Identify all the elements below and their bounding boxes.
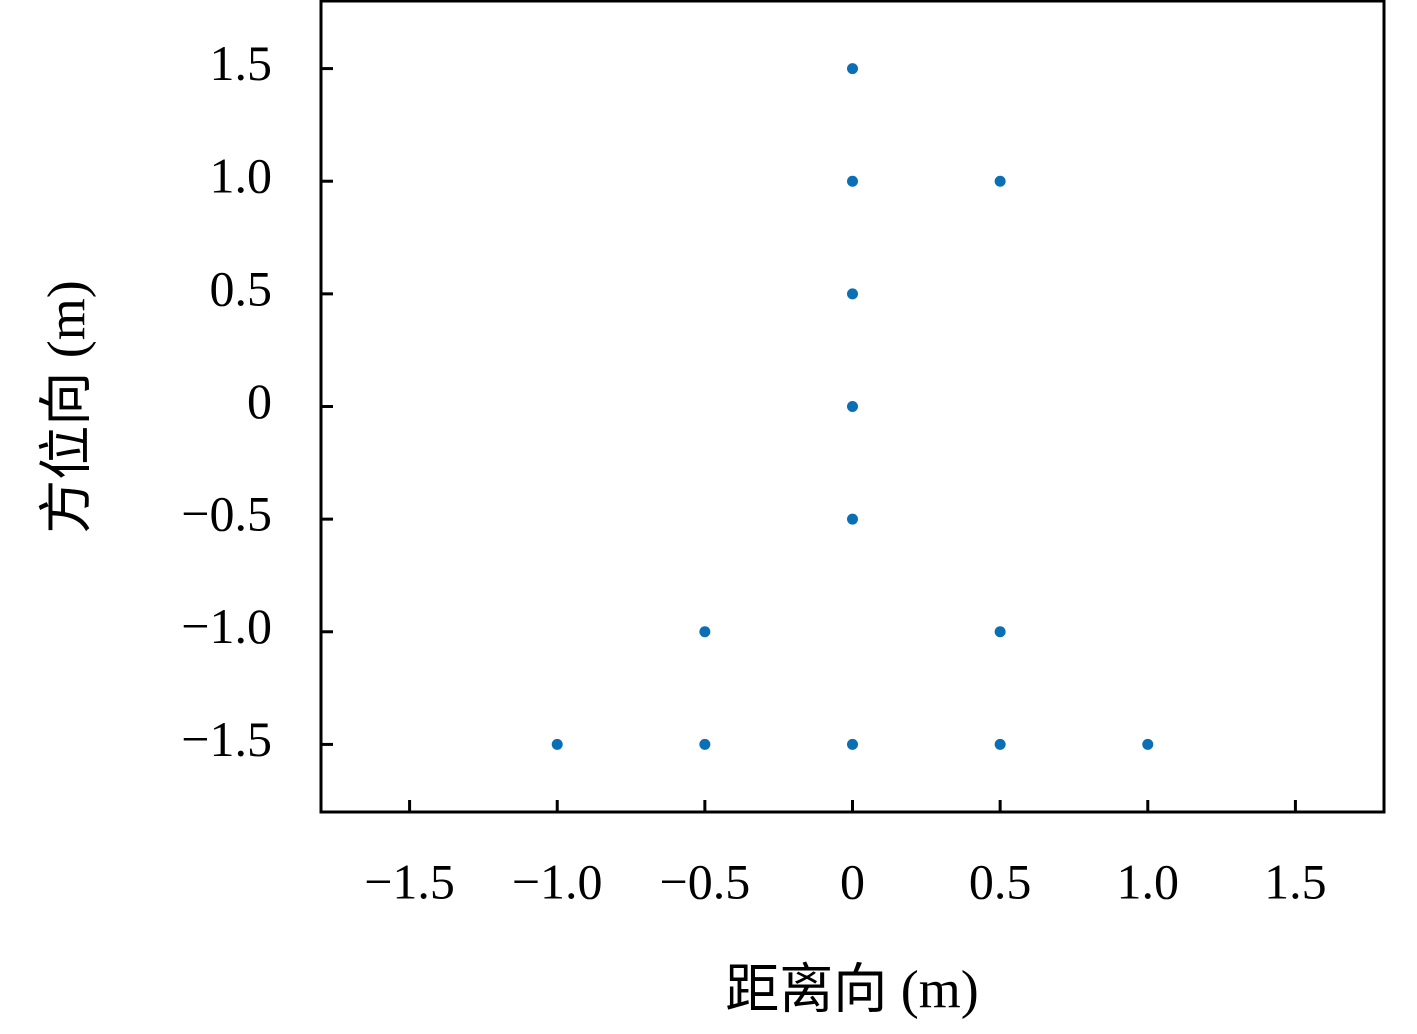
y-tick-label: −1.5 — [181, 711, 272, 767]
point — [699, 626, 711, 638]
point — [847, 175, 858, 187]
point — [847, 513, 858, 525]
y-tick-label: 1.5 — [210, 35, 273, 91]
point — [994, 175, 1006, 187]
x-tick-label: −0.5 — [660, 853, 751, 909]
x-tick-label: 0 — [840, 853, 865, 909]
y-tick-label: 1.0 — [210, 148, 273, 204]
y-axis-title: 方位向 (m) — [36, 280, 96, 533]
plot-frame — [319, 0, 1386, 814]
point — [994, 626, 1006, 638]
x-tick-label: −1.5 — [364, 853, 455, 909]
point — [847, 738, 858, 750]
point — [847, 63, 858, 75]
point — [1142, 738, 1154, 750]
y-tick-label: 0 — [247, 373, 272, 429]
point — [847, 288, 858, 300]
y-tick-label: −0.5 — [181, 486, 272, 542]
x-tick-label: 0.5 — [969, 853, 1032, 909]
point — [994, 738, 1006, 750]
y-tick-label: −1.0 — [181, 598, 272, 654]
point — [847, 401, 858, 412]
point — [551, 738, 563, 750]
x-tick-label: 1.5 — [1264, 853, 1327, 909]
x-tick-label: 1.0 — [1117, 853, 1180, 909]
point — [699, 738, 711, 750]
x-tick-label: −1.0 — [512, 853, 603, 909]
x-axis-title: 距离向 (m) — [725, 959, 978, 1019]
y-tick-label: 0.5 — [210, 260, 273, 316]
